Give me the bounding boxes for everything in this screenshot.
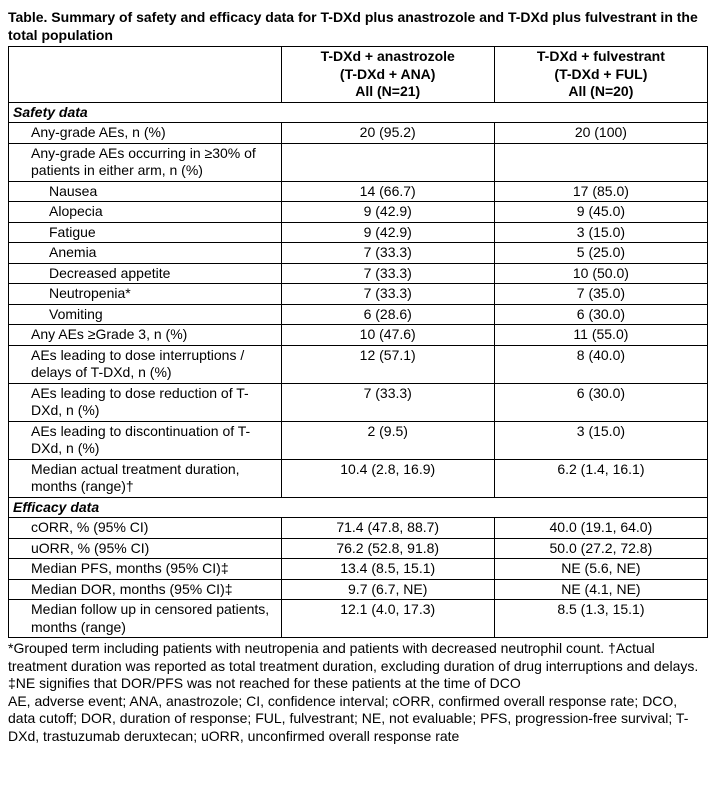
row-val-ful: 8 (40.0) (494, 345, 707, 383)
row-val-ful (494, 143, 707, 181)
footnote-symbols: *Grouped term including patients with ne… (8, 640, 708, 693)
row-val-ana: 20 (95.2) (281, 123, 494, 144)
table-row: Vomiting6 (28.6)6 (30.0) (9, 304, 708, 325)
row-label: Any-grade AEs occurring in ≥30% of patie… (9, 143, 282, 181)
table-row: Nausea14 (66.7)17 (85.0) (9, 181, 708, 202)
row-val-ful: 5 (25.0) (494, 243, 707, 264)
footnotes: *Grouped term including patients with ne… (8, 640, 708, 745)
row-label: Decreased appetite (9, 263, 282, 284)
row-val-ana: 7 (33.3) (281, 284, 494, 305)
row-val-ful: 7 (35.0) (494, 284, 707, 305)
row-label: Median PFS, months (95% CI)‡ (9, 559, 282, 580)
table-row: AEs leading to dose reduction of T-DXd, … (9, 383, 708, 421)
table-row: Any-grade AEs occurring in ≥30% of patie… (9, 143, 708, 181)
header-col-ana: T-DXd + anastrozole (T-DXd + ANA) All (N… (281, 47, 494, 103)
table-row: Anemia7 (33.3)5 (25.0) (9, 243, 708, 264)
header-col-ful: T-DXd + fulvestrant (T-DXd + FUL) All (N… (494, 47, 707, 103)
table-row: Any AEs ≥Grade 3, n (%)10 (47.6)11 (55.0… (9, 325, 708, 346)
row-val-ana: 12.1 (4.0, 17.3) (281, 600, 494, 638)
header-c1-l3: All (N=21) (355, 83, 420, 99)
row-label: Fatigue (9, 222, 282, 243)
row-val-ana: 2 (9.5) (281, 421, 494, 459)
header-row: T-DXd + anastrozole (T-DXd + ANA) All (N… (9, 47, 708, 103)
row-label: Median follow up in censored patients, m… (9, 600, 282, 638)
row-val-ful: 6 (30.0) (494, 304, 707, 325)
table-row: uORR, % (95% CI)76.2 (52.8, 91.8)50.0 (2… (9, 538, 708, 559)
section-efficacy: Efficacy data (9, 497, 708, 518)
header-c1-l1: T-DXd + anastrozole (321, 48, 455, 64)
row-label: AEs leading to dose reduction of T-DXd, … (9, 383, 282, 421)
row-label: Nausea (9, 181, 282, 202)
row-val-ana (281, 143, 494, 181)
header-c2-l1: T-DXd + fulvestrant (537, 48, 665, 64)
row-val-ana: 9 (42.9) (281, 222, 494, 243)
section-safety-label: Safety data (9, 102, 708, 123)
row-val-ful: 40.0 (19.1, 64.0) (494, 518, 707, 539)
row-val-ful: NE (5.6, NE) (494, 559, 707, 580)
table-row: Neutropenia*7 (33.3)7 (35.0) (9, 284, 708, 305)
row-label: Any AEs ≥Grade 3, n (%) (9, 325, 282, 346)
row-val-ana: 14 (66.7) (281, 181, 494, 202)
table-row: Alopecia9 (42.9)9 (45.0) (9, 202, 708, 223)
row-val-ana: 12 (57.1) (281, 345, 494, 383)
footnote-abbrev: AE, adverse event; ANA, anastrozole; CI,… (8, 693, 708, 746)
row-val-ana: 10 (47.6) (281, 325, 494, 346)
row-label: AEs leading to discontinuation of T-DXd,… (9, 421, 282, 459)
row-label: Alopecia (9, 202, 282, 223)
table-row: Median follow up in censored patients, m… (9, 600, 708, 638)
row-label: Median DOR, months (95% CI)‡ (9, 579, 282, 600)
table-row: AEs leading to discontinuation of T-DXd,… (9, 421, 708, 459)
row-val-ana: 9 (42.9) (281, 202, 494, 223)
row-val-ful: 50.0 (27.2, 72.8) (494, 538, 707, 559)
row-val-ful: 3 (15.0) (494, 222, 707, 243)
table-row: AEs leading to dose interruptions / dela… (9, 345, 708, 383)
table-row: cORR, % (95% CI)71.4 (47.8, 88.7)40.0 (1… (9, 518, 708, 539)
table-title: Table. Summary of safety and efficacy da… (8, 8, 708, 44)
table-row: Decreased appetite7 (33.3)10 (50.0) (9, 263, 708, 284)
header-blank (9, 47, 282, 103)
row-val-ana: 10.4 (2.8, 16.9) (281, 459, 494, 497)
row-val-ful: 20 (100) (494, 123, 707, 144)
row-val-ful: 3 (15.0) (494, 421, 707, 459)
table-row: Median DOR, months (95% CI)‡9.7 (6.7, NE… (9, 579, 708, 600)
header-c2-l3: All (N=20) (568, 83, 633, 99)
row-val-ana: 9.7 (6.7, NE) (281, 579, 494, 600)
row-label: cORR, % (95% CI) (9, 518, 282, 539)
row-val-ful: 6.2 (1.4, 16.1) (494, 459, 707, 497)
row-label: Median actual treatment duration, months… (9, 459, 282, 497)
row-val-ful: 10 (50.0) (494, 263, 707, 284)
row-val-ful: 17 (85.0) (494, 181, 707, 202)
row-label: Neutropenia* (9, 284, 282, 305)
table-row: Any-grade AEs, n (%)20 (95.2)20 (100) (9, 123, 708, 144)
row-val-ful: 8.5 (1.3, 15.1) (494, 600, 707, 638)
data-table: T-DXd + anastrozole (T-DXd + ANA) All (N… (8, 46, 708, 638)
header-c1-l2: (T-DXd + ANA) (340, 66, 436, 82)
row-val-ful: NE (4.1, NE) (494, 579, 707, 600)
row-val-ana: 6 (28.6) (281, 304, 494, 325)
row-label: AEs leading to dose interruptions / dela… (9, 345, 282, 383)
row-label: Vomiting (9, 304, 282, 325)
row-val-ana: 13.4 (8.5, 15.1) (281, 559, 494, 580)
header-c2-l2: (T-DXd + FUL) (554, 66, 647, 82)
table-body: Safety data Any-grade AEs, n (%)20 (95.2… (9, 102, 708, 638)
row-val-ana: 7 (33.3) (281, 243, 494, 264)
row-val-ful: 11 (55.0) (494, 325, 707, 346)
row-label: Anemia (9, 243, 282, 264)
row-val-ana: 7 (33.3) (281, 263, 494, 284)
row-label: uORR, % (95% CI) (9, 538, 282, 559)
row-val-ana: 7 (33.3) (281, 383, 494, 421)
row-val-ana: 71.4 (47.8, 88.7) (281, 518, 494, 539)
row-val-ful: 6 (30.0) (494, 383, 707, 421)
row-label: Any-grade AEs, n (%) (9, 123, 282, 144)
row-val-ana: 76.2 (52.8, 91.8) (281, 538, 494, 559)
section-safety: Safety data (9, 102, 708, 123)
table-row: Fatigue9 (42.9)3 (15.0) (9, 222, 708, 243)
row-val-ful: 9 (45.0) (494, 202, 707, 223)
section-efficacy-label: Efficacy data (9, 497, 708, 518)
table-row: Median actual treatment duration, months… (9, 459, 708, 497)
table-row: Median PFS, months (95% CI)‡13.4 (8.5, 1… (9, 559, 708, 580)
